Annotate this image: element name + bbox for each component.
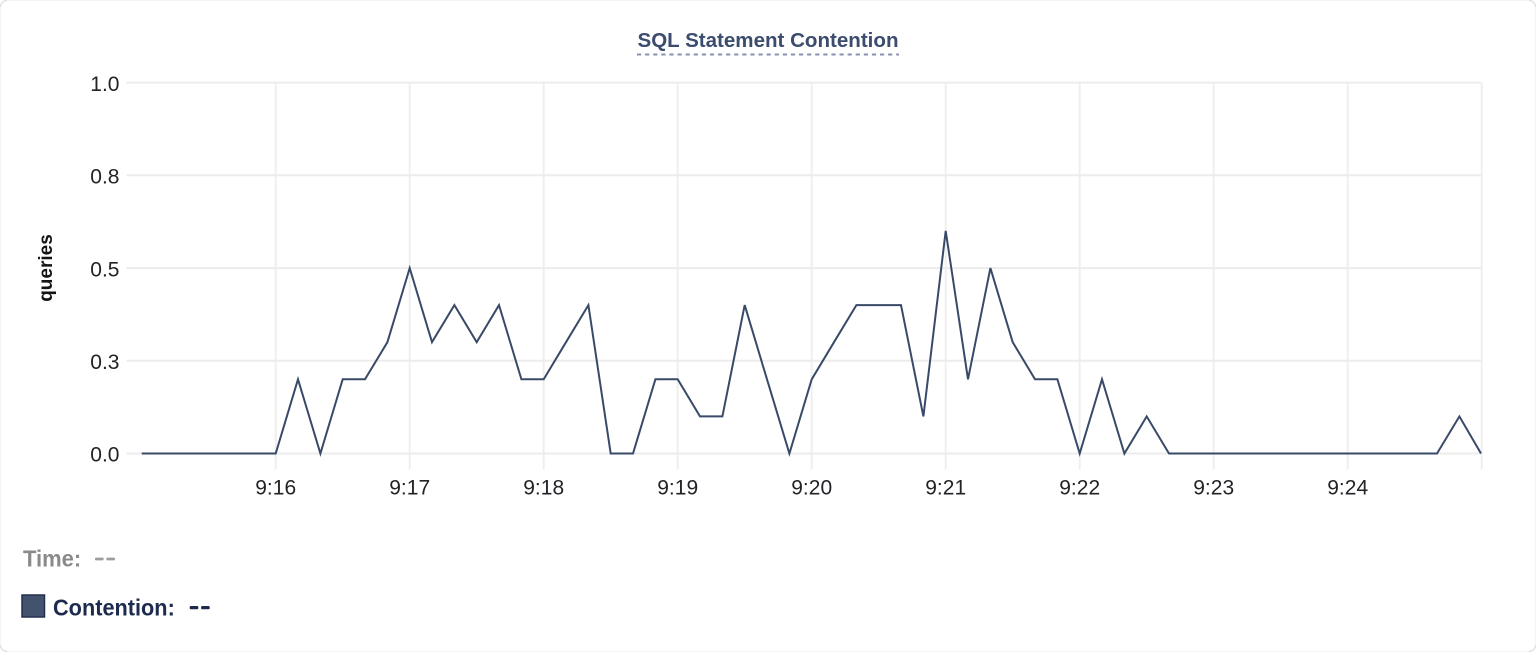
svg-text:queries: queries [36, 234, 57, 302]
svg-text:0.0: 0.0 [90, 444, 119, 467]
svg-text:9:20: 9:20 [791, 476, 832, 499]
svg-text:0.5: 0.5 [90, 258, 119, 281]
svg-text:SQL Statement Contention: SQL Statement Contention [638, 30, 899, 52]
svg-text:9:18: 9:18 [523, 476, 564, 499]
svg-text:0.8: 0.8 [90, 166, 119, 189]
svg-text:9:24: 9:24 [1327, 476, 1368, 499]
svg-text:9:17: 9:17 [389, 476, 430, 499]
svg-text:9:22: 9:22 [1059, 476, 1100, 499]
svg-text:Contention:: Contention: [53, 594, 175, 620]
svg-text:9:19: 9:19 [657, 476, 698, 499]
svg-text:9:21: 9:21 [925, 476, 966, 499]
svg-text:9:23: 9:23 [1193, 476, 1234, 499]
svg-text:1.0: 1.0 [90, 73, 119, 96]
svg-text:9:16: 9:16 [255, 476, 296, 499]
svg-text:Time:: Time: [23, 546, 81, 572]
svg-text:0.3: 0.3 [90, 351, 119, 374]
